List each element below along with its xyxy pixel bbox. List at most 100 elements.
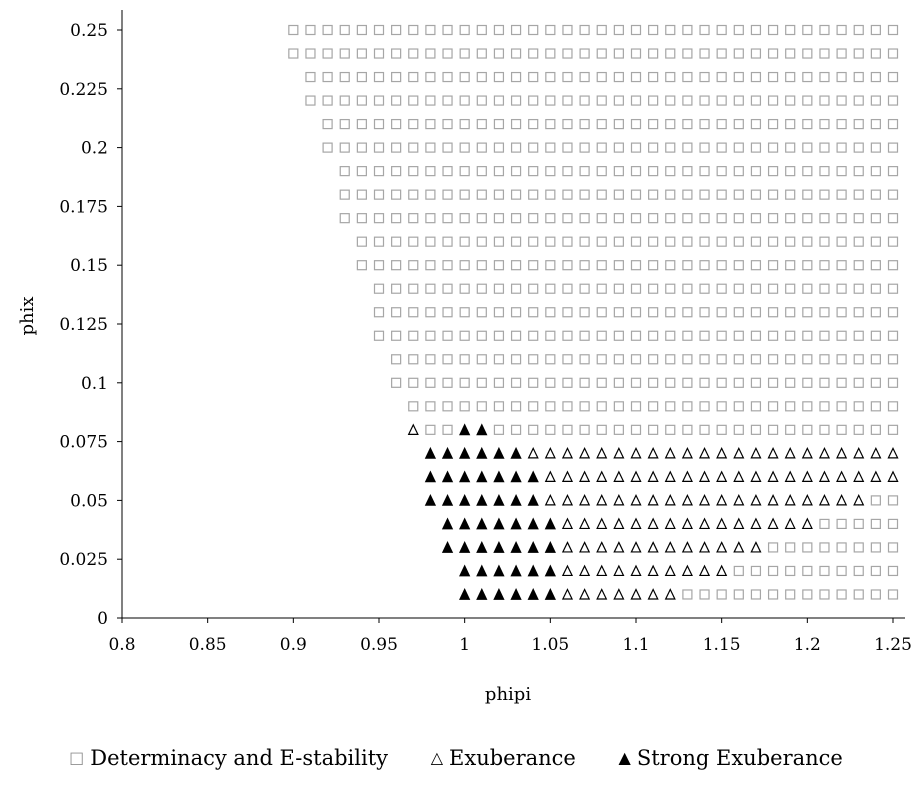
determinacy-point: [665, 260, 676, 271]
determinacy-point: [648, 401, 659, 412]
determinacy-point: [802, 24, 813, 36]
determinacy-point: [870, 401, 881, 412]
determinacy-point: [733, 236, 744, 247]
x-tick-label: 0.9: [280, 635, 307, 655]
determinacy-point: [442, 424, 453, 435]
strong-exuberance-point: [441, 446, 454, 459]
exuberance-point: [544, 446, 556, 459]
determinacy-point: [870, 330, 881, 341]
strong-exuberance-point: [424, 493, 437, 506]
exuberance-point: [647, 517, 659, 530]
determinacy-point: [887, 236, 899, 247]
strong-exuberance-point: [459, 446, 471, 459]
exuberance-point: [613, 588, 625, 600]
determinacy-point: [613, 166, 624, 177]
exuberance-point: [596, 494, 608, 506]
x-tick-label: 1.1: [622, 635, 649, 655]
determinacy-point: [750, 95, 762, 106]
determinacy-point: [391, 307, 402, 318]
determinacy-point: [442, 354, 453, 365]
determinacy-point: [596, 213, 607, 224]
determinacy-point: [819, 330, 830, 341]
determinacy-point: [545, 236, 556, 247]
determinacy-point: [665, 213, 676, 224]
exuberance-point: [681, 564, 693, 577]
determinacy-point: [442, 118, 453, 130]
determinacy-point: [339, 142, 350, 153]
determinacy-point: [802, 542, 813, 553]
determinacy-point: [373, 118, 385, 130]
x-tick-label: 1: [459, 635, 470, 655]
determinacy-point: [613, 307, 624, 318]
determinacy-point: [476, 354, 487, 365]
determinacy-point: [493, 142, 505, 153]
determinacy-point: [785, 166, 796, 177]
determinacy-point: [819, 95, 830, 106]
determinacy-point: [767, 565, 779, 577]
determinacy-point: [785, 330, 796, 341]
determinacy-point: [630, 401, 642, 412]
determinacy-point: [630, 283, 642, 294]
determinacy-point: [750, 377, 762, 388]
determinacy-point: [733, 377, 744, 388]
determinacy-point: [716, 424, 727, 435]
determinacy-point: [699, 330, 710, 341]
determinacy-point: [579, 95, 590, 106]
y-tick-label: 0.1: [81, 374, 108, 394]
exuberance-point: [596, 564, 608, 577]
determinacy-point: [785, 589, 796, 600]
determinacy-point: [476, 71, 487, 83]
determinacy-point: [305, 95, 316, 106]
determinacy-point: [528, 142, 539, 153]
exuberance-point: [750, 541, 762, 553]
determinacy-point: [373, 189, 385, 200]
determinacy-point: [493, 354, 505, 365]
determinacy-point: [682, 48, 693, 59]
exuberance-point: [784, 470, 796, 482]
determinacy-point: [785, 260, 796, 271]
determinacy-point: [596, 354, 607, 365]
determinacy-point: [510, 401, 522, 412]
determinacy-point: [493, 213, 505, 224]
determinacy-point: [630, 307, 642, 318]
determinacy-point: [630, 330, 642, 341]
determinacy-point: [322, 71, 333, 83]
exuberance-point: [544, 470, 556, 482]
determinacy-point: [802, 330, 813, 341]
determinacy-point: [802, 142, 813, 153]
determinacy-point: [613, 283, 624, 294]
determinacy-point: [853, 142, 864, 153]
determinacy-point: [425, 213, 436, 224]
strong-exuberance-point: [459, 541, 471, 553]
exuberance-point: [750, 517, 762, 530]
determinacy-point: [750, 213, 762, 224]
determinacy-point: [613, 142, 624, 153]
determinacy-point: [596, 330, 607, 341]
y-tick-label: 0.125: [59, 315, 108, 335]
determinacy-point: [562, 189, 573, 200]
determinacy-point: [853, 424, 864, 435]
determinacy-point: [716, 142, 727, 153]
determinacy-point: [819, 377, 830, 388]
determinacy-point: [459, 24, 470, 36]
exuberance-point: [579, 446, 591, 459]
determinacy-point: [545, 189, 556, 200]
determinacy-point: [733, 401, 744, 412]
determinacy-point: [373, 24, 385, 36]
determinacy-point: [802, 283, 813, 294]
determinacy-point: [528, 377, 539, 388]
determinacy-point: [408, 354, 419, 365]
determinacy-point: [767, 330, 779, 341]
exuberance-point: [579, 541, 591, 553]
determinacy-point: [613, 377, 624, 388]
determinacy-point: [545, 260, 556, 271]
determinacy-point: [785, 24, 796, 36]
determinacy-point: [870, 565, 881, 577]
determinacy-point: [699, 424, 710, 435]
determinacy-point: [836, 213, 847, 224]
exuberance-point: [801, 446, 813, 459]
determinacy-point: [785, 377, 796, 388]
determinacy-point: [802, 565, 813, 577]
determinacy-point: [425, 71, 436, 83]
determinacy-point: [408, 71, 419, 83]
